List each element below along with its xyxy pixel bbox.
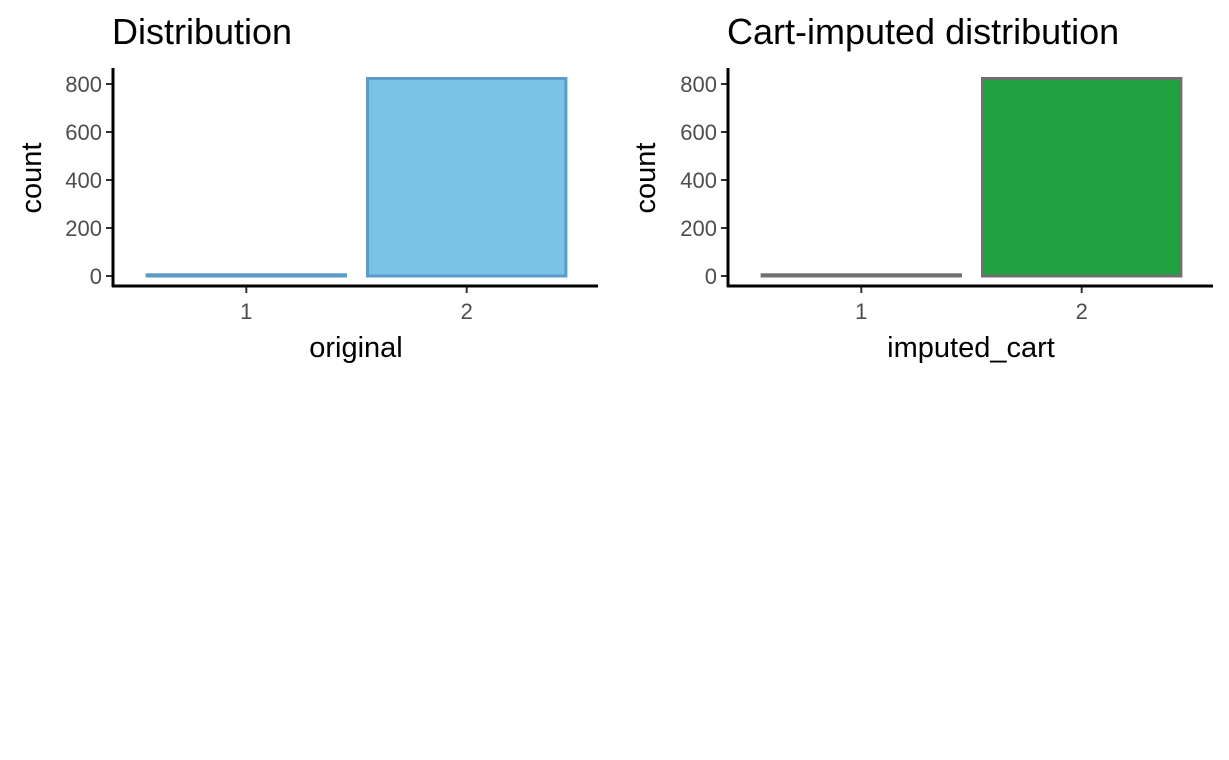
y-axis-label: count	[16, 143, 48, 214]
plot-area: 1 2 0 200 400 600 800	[65, 68, 598, 324]
bar-1	[145, 273, 347, 278]
x-tick-label: 1	[855, 299, 867, 324]
y-tick-label: 200	[680, 216, 717, 241]
x-axis-label: imputed_cart	[887, 332, 1055, 364]
y-tick-label: 0	[90, 264, 102, 289]
x-tick-label: 2	[1076, 299, 1088, 324]
y-tick-label: 200	[65, 216, 102, 241]
bar-2	[981, 77, 1183, 278]
chart-title: Distribution	[112, 11, 292, 52]
chart-title: Cart-imputed distribution	[727, 11, 1119, 52]
x-axis-label: original	[309, 332, 403, 364]
y-axis-label: count	[630, 143, 662, 214]
y-tick-label: 0	[705, 264, 717, 289]
bar-1	[760, 273, 962, 278]
y-tick-label: 800	[680, 72, 717, 97]
x-tick-label: 2	[461, 299, 473, 324]
y-tick-label: 800	[65, 72, 102, 97]
x-tick-label: 1	[240, 299, 252, 324]
y-tick-label: 600	[680, 120, 717, 145]
y-tick-label: 400	[65, 168, 102, 193]
y-tick-label: 400	[680, 168, 717, 193]
chart-panel-cart-imputed: Cart-imputed distribution count imputed_…	[630, 11, 1213, 364]
chart-panel-distribution: Distribution count original 1 2 0 200 400 600…	[16, 11, 598, 364]
plot-area: 1 2 0 200 400 600 800	[680, 68, 1213, 324]
y-tick-label: 600	[65, 120, 102, 145]
bar-2	[366, 77, 568, 278]
